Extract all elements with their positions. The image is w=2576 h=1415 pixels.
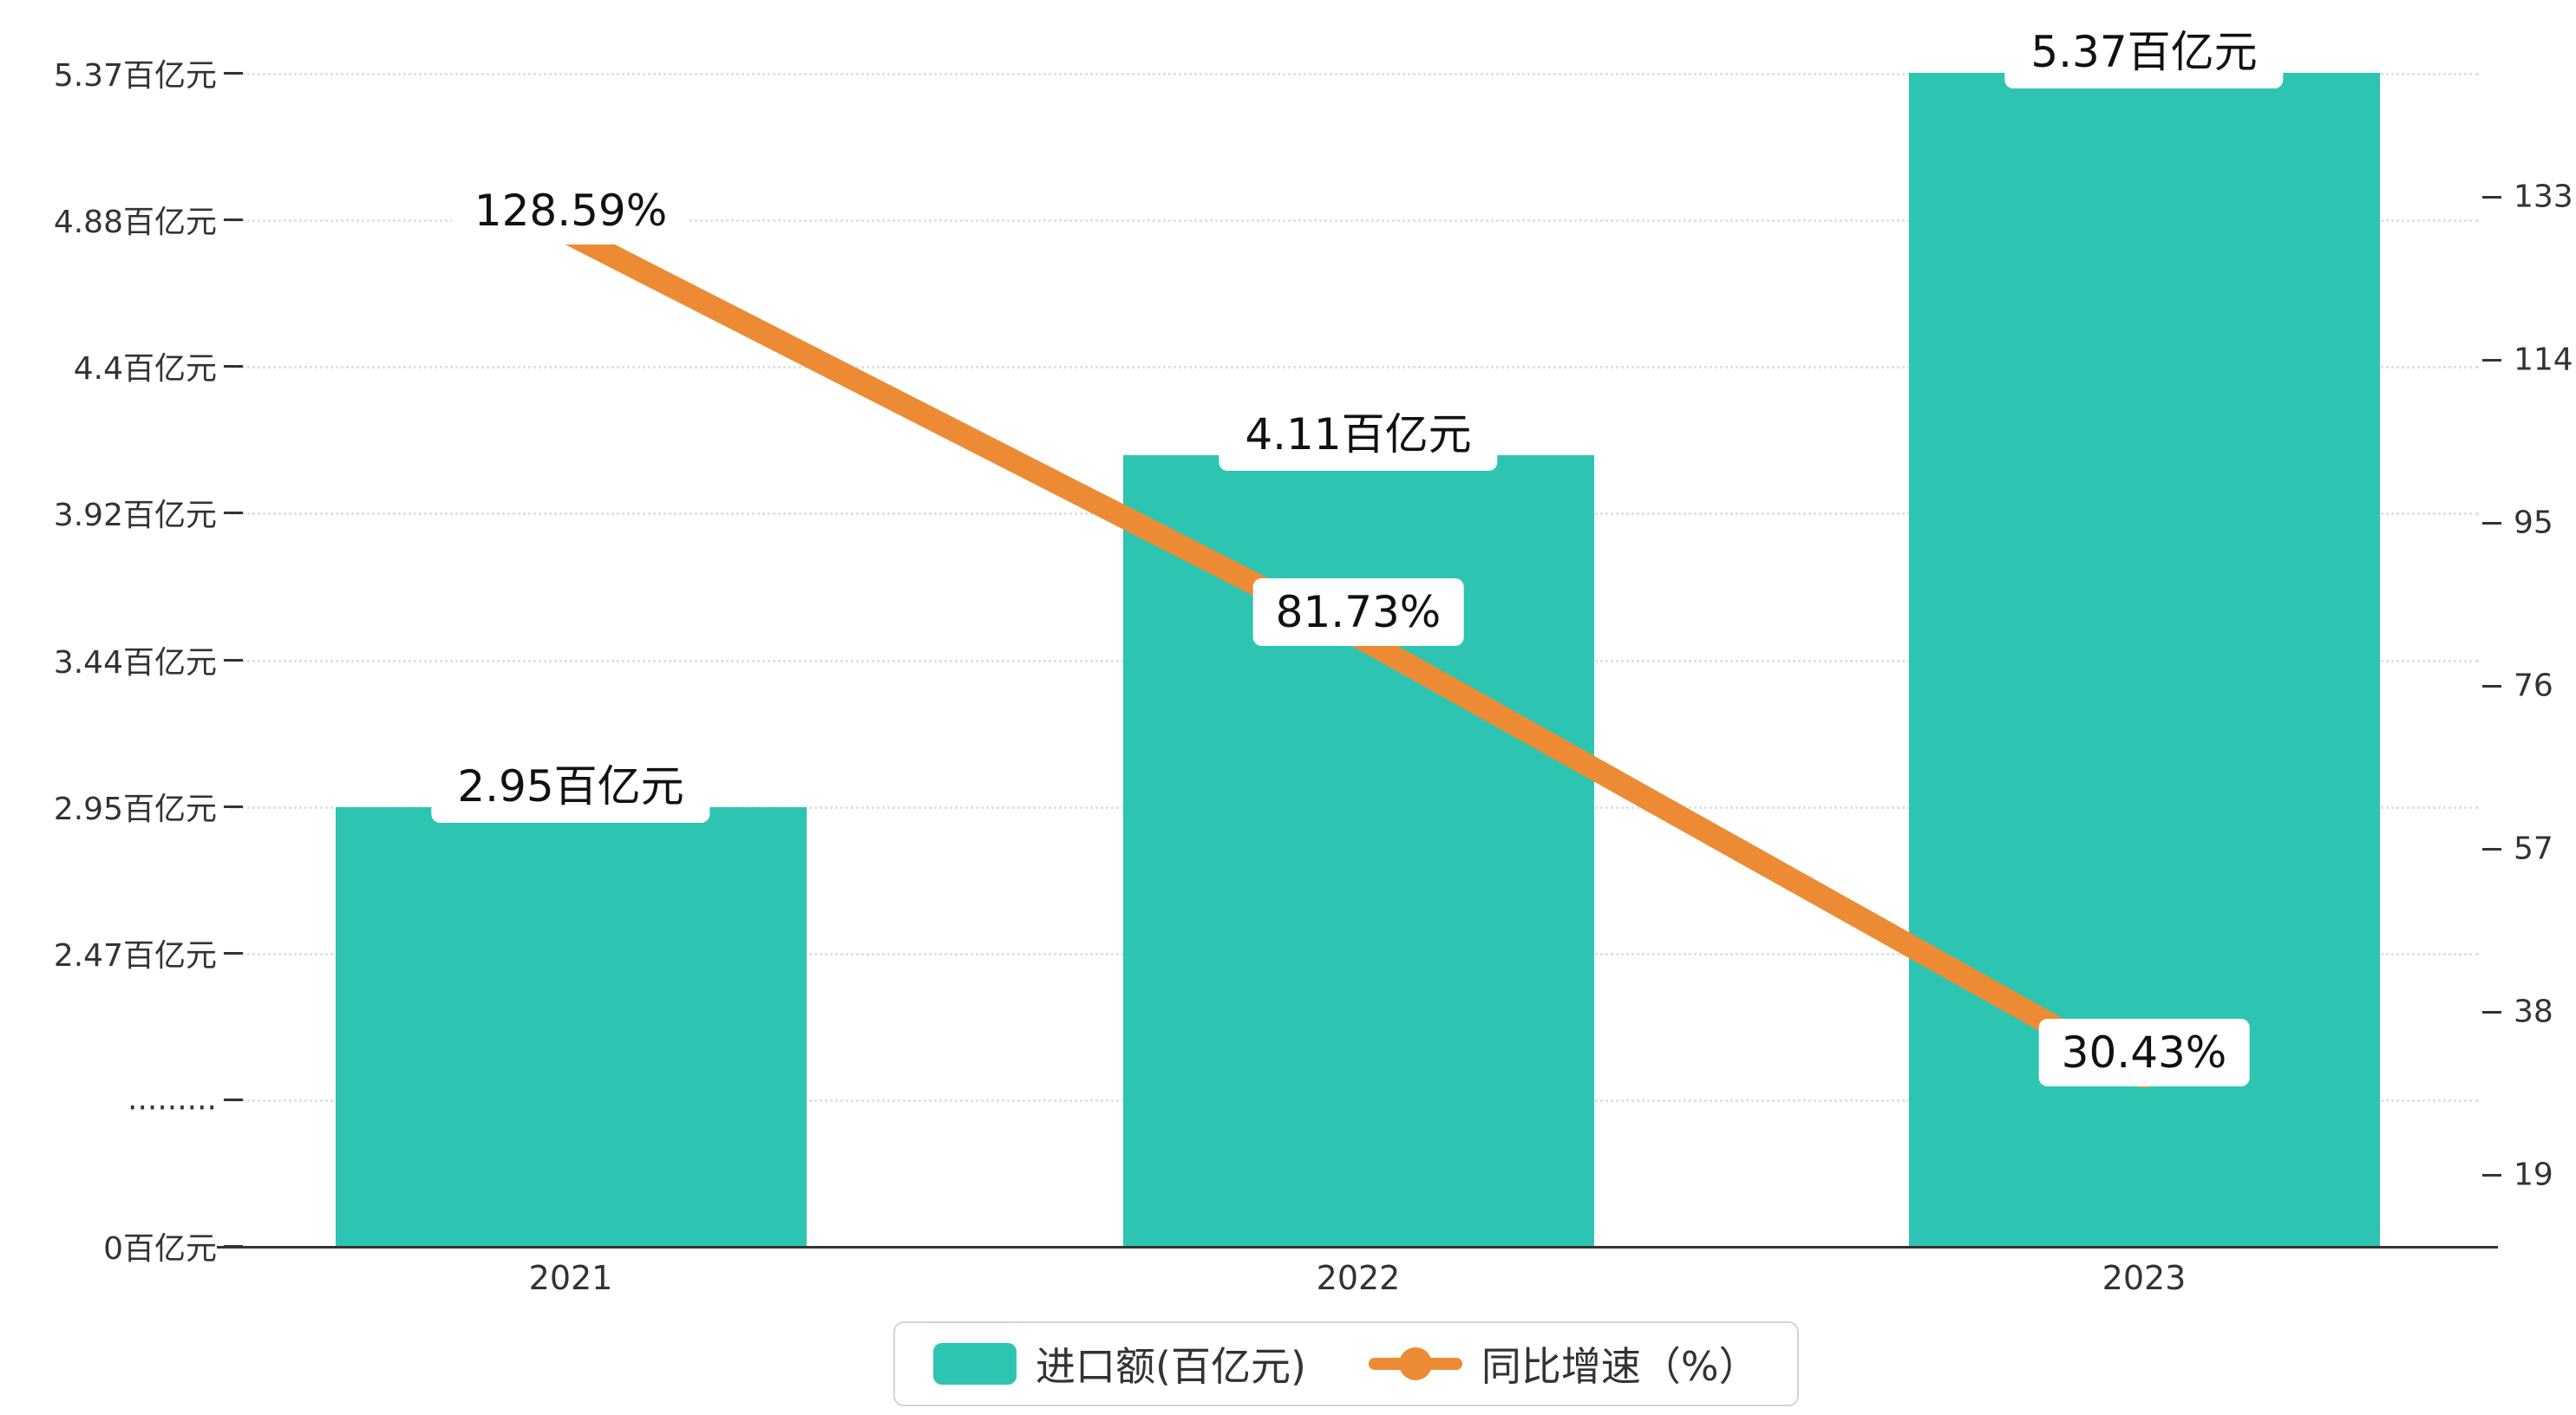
right-axis-tick-mark — [2482, 685, 2501, 688]
left-axis-tick-mark — [224, 512, 243, 515]
left-axis-tick-label: 0百亿元 — [103, 1231, 217, 1267]
right-axis-tick-mark — [2482, 848, 2501, 851]
right-axis-tick-label: 95 — [2514, 505, 2553, 541]
line-value-label: 30.43% — [2038, 1018, 2250, 1086]
x-axis-label-2022: 2022 — [1316, 1259, 1401, 1297]
left-axis-tick-mark — [224, 365, 243, 368]
left-axis-tick-label: ......... — [127, 1081, 217, 1118]
legend: 进口额(百亿元) 同比增速（%） — [893, 1321, 1799, 1406]
left-axis-tick-label: 5.37百亿元 — [53, 58, 217, 94]
right-axis-tick-label: 133 — [2514, 179, 2573, 215]
left-axis-tick-mark — [224, 218, 243, 222]
left-axis-tick-label: 4.88百亿元 — [53, 205, 217, 241]
right-axis-tick-label: 114 — [2514, 342, 2573, 378]
left-axis-tick-label: 4.4百亿元 — [73, 351, 217, 388]
left-axis-tick-label: 3.92百亿元 — [53, 498, 217, 534]
left-axis-tick-label: 3.44百亿元 — [53, 644, 217, 681]
x-axis-label-2023: 2023 — [2102, 1259, 2187, 1297]
right-axis-tick-label: 57 — [2514, 831, 2553, 867]
left-axis-tick-mark — [224, 805, 243, 808]
gridline — [231, 219, 2479, 223]
left-axis-tick-mark — [224, 951, 243, 955]
left-axis-tick-mark — [224, 658, 243, 662]
line-value-label: 128.59% — [451, 176, 690, 245]
right-axis-tick-label: 19 — [2514, 1157, 2553, 1193]
right-axis-tick-label: 38 — [2514, 994, 2553, 1030]
right-axis-tick-mark — [2482, 1174, 2501, 1177]
right-axis-tick-mark — [2482, 359, 2501, 362]
legend-label: 同比增速（%） — [1481, 1343, 1759, 1390]
bar-value-label: 5.37百亿元 — [2004, 9, 2284, 88]
x-axis-label-2021: 2021 — [528, 1259, 613, 1297]
right-axis-tick-label: 76 — [2514, 668, 2553, 704]
legend-label: 进口额(百亿元) — [1036, 1343, 1306, 1390]
right-axis-tick-mark — [2482, 196, 2501, 199]
bar-2021 — [335, 806, 807, 1246]
gridline — [231, 73, 2479, 75]
bar-value-label: 2.95百亿元 — [431, 742, 710, 823]
bar-swatch-icon — [933, 1343, 1017, 1385]
legend-item-bars[interactable]: 进口额(百亿元) — [933, 1335, 1306, 1392]
left-axis-tick-label: 2.95百亿元 — [53, 791, 217, 827]
right-axis-tick-mark — [2482, 522, 2501, 525]
line-swatch-icon — [1368, 1343, 1462, 1385]
left-axis-tick-label: 2.47百亿元 — [53, 937, 217, 974]
line-swatch-dot — [1398, 1347, 1432, 1380]
left-axis-tick-mark — [224, 72, 243, 75]
bar-value-label: 4.11百亿元 — [1219, 390, 1498, 471]
line-value-label: 81.73% — [1252, 578, 1464, 647]
bar-2022 — [1122, 454, 1594, 1246]
left-axis-tick-mark — [224, 1098, 243, 1101]
right-axis-tick-mark — [2482, 1011, 2501, 1014]
x-axis-line — [217, 1246, 2498, 1249]
legend-item-line[interactable]: 同比增速（%） — [1368, 1335, 1759, 1392]
